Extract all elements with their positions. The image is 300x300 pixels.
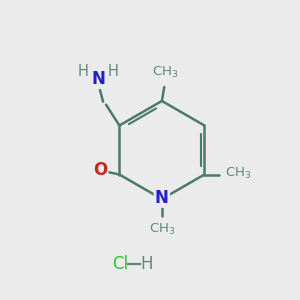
Text: CH$_3$: CH$_3$ <box>149 222 175 237</box>
Text: CH$_3$: CH$_3$ <box>225 166 252 181</box>
Text: O: O <box>93 161 107 179</box>
Text: H: H <box>141 255 153 273</box>
Text: N: N <box>155 189 169 207</box>
Text: H: H <box>107 64 118 79</box>
Text: CH$_3$: CH$_3$ <box>152 65 178 80</box>
Text: N: N <box>92 70 106 88</box>
Text: H: H <box>77 64 88 79</box>
Text: Cl: Cl <box>112 255 128 273</box>
